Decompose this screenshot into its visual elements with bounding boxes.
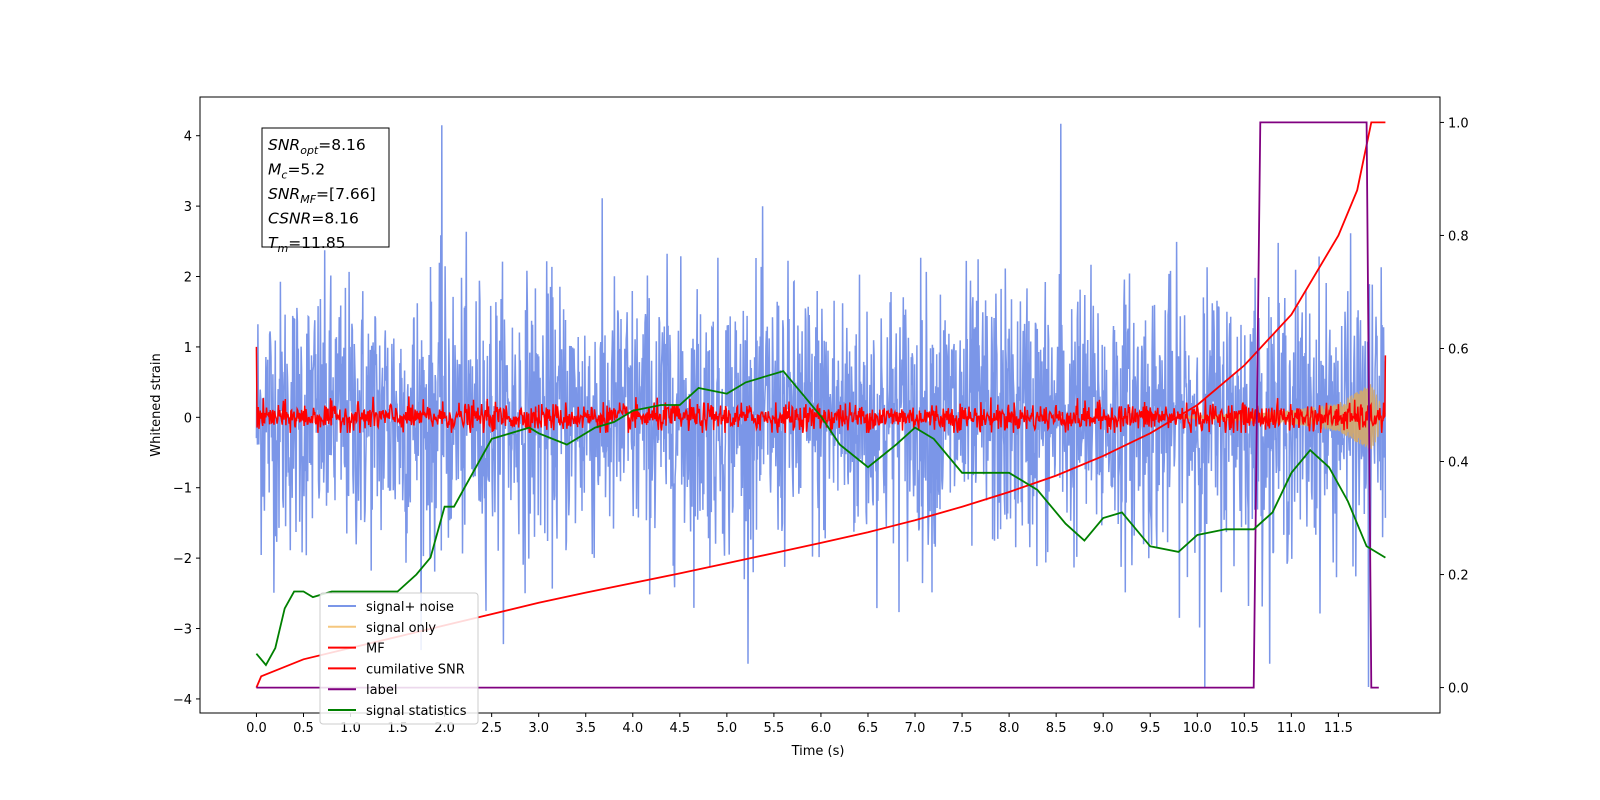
annotation-line: SNRopt=8.16 xyxy=(268,136,366,157)
x-tick-label: 2.5 xyxy=(481,721,502,736)
y-tick-label: −4 xyxy=(173,693,192,708)
legend-frame xyxy=(319,592,479,725)
x-tick-label: 10.5 xyxy=(1230,721,1259,736)
y-tick-label: 4 xyxy=(184,130,192,145)
y-tick-label: 2 xyxy=(184,271,192,286)
series-line-signal-noise xyxy=(255,123,1387,688)
legend: signal+ noise signal only MF cumilative SNR… xyxy=(319,592,479,725)
x-tick-label: 2.0 xyxy=(434,721,455,736)
x-tick-label: 0.0 xyxy=(246,721,267,736)
y-tick-label: −2 xyxy=(173,552,192,567)
annotation-line: Mc=5.2 xyxy=(268,161,325,182)
x-tick-label: 0.5 xyxy=(293,721,314,736)
x-tick-label: 5.5 xyxy=(764,721,785,736)
legend-label: signal statistics xyxy=(366,704,467,719)
annotation-line: CSNR=8.16 xyxy=(268,210,359,228)
annotation-frame xyxy=(261,127,390,248)
legend-label: label xyxy=(366,683,397,698)
x-axis-label: Time (s) xyxy=(791,744,845,759)
x-tick-label: 11.5 xyxy=(1324,721,1353,736)
y-tick-label: −3 xyxy=(173,623,192,638)
y-right-tick-label: 0.6 xyxy=(1448,342,1469,357)
x-tick-label: 7.0 xyxy=(905,721,926,736)
x-tick-label: 9.0 xyxy=(1093,721,1114,736)
y-tick-label: 0 xyxy=(184,411,192,426)
x-tick-label: 1.0 xyxy=(340,721,361,736)
x-tick-label: 7.5 xyxy=(952,721,973,736)
annotation-box: SNRopt=8.16 Mc=5.2 SNRMF=[7.66] CSNR=8.16 Tm… xyxy=(261,127,390,255)
x-tick-label: 3.5 xyxy=(575,721,596,736)
x-tick-label: 10.0 xyxy=(1183,721,1212,736)
ticks-layer: 0.0 0.5 1.0 1.5 2.0 2.5 3.0 3.5 4.0 4.5 5.0 5.5 6.0 6… xyxy=(173,116,1469,736)
x-tick-label: 6.0 xyxy=(811,721,832,736)
x-tick-label: 4.0 xyxy=(622,721,643,736)
x-tick-label: 1.5 xyxy=(387,721,408,736)
y-right-tick-label: 0.8 xyxy=(1448,229,1469,244)
x-tick-label: 8.5 xyxy=(1046,721,1067,736)
x-tick-label: 9.5 xyxy=(1140,721,1161,736)
legend-label: cumilative SNR xyxy=(366,662,465,677)
series-line-signal-statistics xyxy=(255,370,1386,667)
legend-label: signal+ noise xyxy=(366,600,454,615)
x-tick-label: 5.0 xyxy=(717,721,738,736)
y-tick-label: 1 xyxy=(184,341,192,356)
x-tick-label: 4.5 xyxy=(669,721,690,736)
annotation-line: SNRMF=[7.66] xyxy=(268,185,376,206)
y-right-tick-label: 0.4 xyxy=(1448,456,1469,471)
y-right-tick-label: 1.0 xyxy=(1448,116,1469,131)
x-tick-label: 8.0 xyxy=(999,721,1020,736)
x-tick-label: 6.5 xyxy=(858,721,879,736)
x-tick-label: 3.0 xyxy=(528,721,549,736)
y-tick-label: 3 xyxy=(184,200,192,215)
x-tick-label: 11.0 xyxy=(1277,721,1306,736)
annotation-line: Tm=11.85 xyxy=(268,234,346,255)
series-line-mf xyxy=(255,346,1387,433)
legend-label: signal only xyxy=(366,621,436,636)
y-axis-label: Whitened strain xyxy=(149,353,164,456)
y-right-tick-label: 0.0 xyxy=(1448,682,1469,697)
y-tick-label: −1 xyxy=(173,482,192,497)
plot-frame xyxy=(199,96,1441,714)
series-line-label xyxy=(256,121,1379,689)
legend-label: MF xyxy=(366,642,385,657)
y-right-tick-label: 0.2 xyxy=(1448,569,1469,584)
